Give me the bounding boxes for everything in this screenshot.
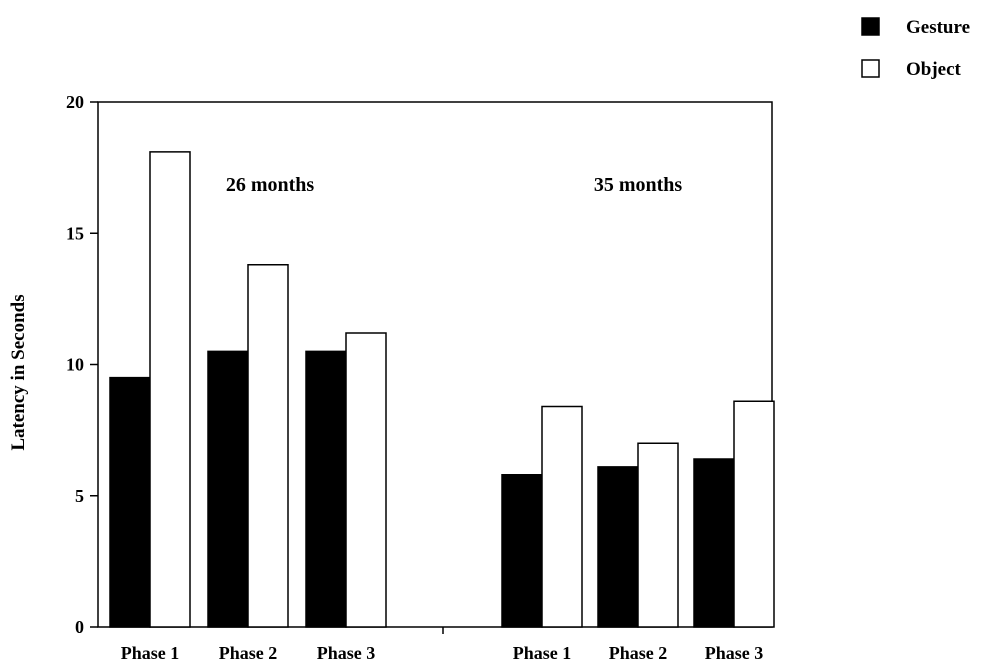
bar-object-g1-phase-3 xyxy=(345,332,387,628)
category-label: Phase 3 xyxy=(317,643,376,663)
bar-object-g2-phase-3 xyxy=(733,400,775,628)
axes xyxy=(90,101,773,634)
bar-gesture-g2-phase-2 xyxy=(597,466,639,628)
bar-object-g1-phase-2 xyxy=(247,264,289,628)
bar-object-g1-phase-1 xyxy=(149,151,191,628)
legend-label-gesture: Gesture xyxy=(906,17,970,38)
category-label: Phase 2 xyxy=(219,643,278,663)
group-label: 26 months xyxy=(226,174,315,196)
legend-swatch-gesture xyxy=(861,17,880,36)
bar-gesture-g1-phase-2 xyxy=(207,350,249,628)
category-label: Phase 2 xyxy=(609,643,668,663)
bar-object-g2-phase-1 xyxy=(541,405,583,628)
y-tick-label: 15 xyxy=(66,223,84,243)
group-label: 35 months xyxy=(594,174,683,196)
bars xyxy=(109,151,775,628)
bar-gesture-g1-phase-1 xyxy=(109,376,151,628)
labels: 0 5 10 15 20 Latency in Seconds Phase 1 Phase 2… xyxy=(8,92,763,663)
bar-gesture-g1-phase-3 xyxy=(305,350,347,628)
category-label: Phase 1 xyxy=(121,643,180,663)
bar-gesture-g2-phase-3 xyxy=(693,458,735,628)
bar-gesture-g2-phase-1 xyxy=(501,474,543,628)
y-tick-label: 5 xyxy=(75,486,84,506)
legend: Gesture Object xyxy=(861,17,970,80)
y-axis-title: Latency in Seconds xyxy=(8,294,29,450)
category-label: Phase 1 xyxy=(513,643,572,663)
bar-object-g2-phase-2 xyxy=(637,442,679,628)
category-label: Phase 3 xyxy=(705,643,764,663)
y-tick-label: 0 xyxy=(75,617,84,637)
y-tick-label: 10 xyxy=(66,355,84,375)
legend-label-object: Object xyxy=(906,59,962,80)
y-tick-label: 20 xyxy=(66,92,84,112)
legend-swatch-object xyxy=(861,59,880,78)
